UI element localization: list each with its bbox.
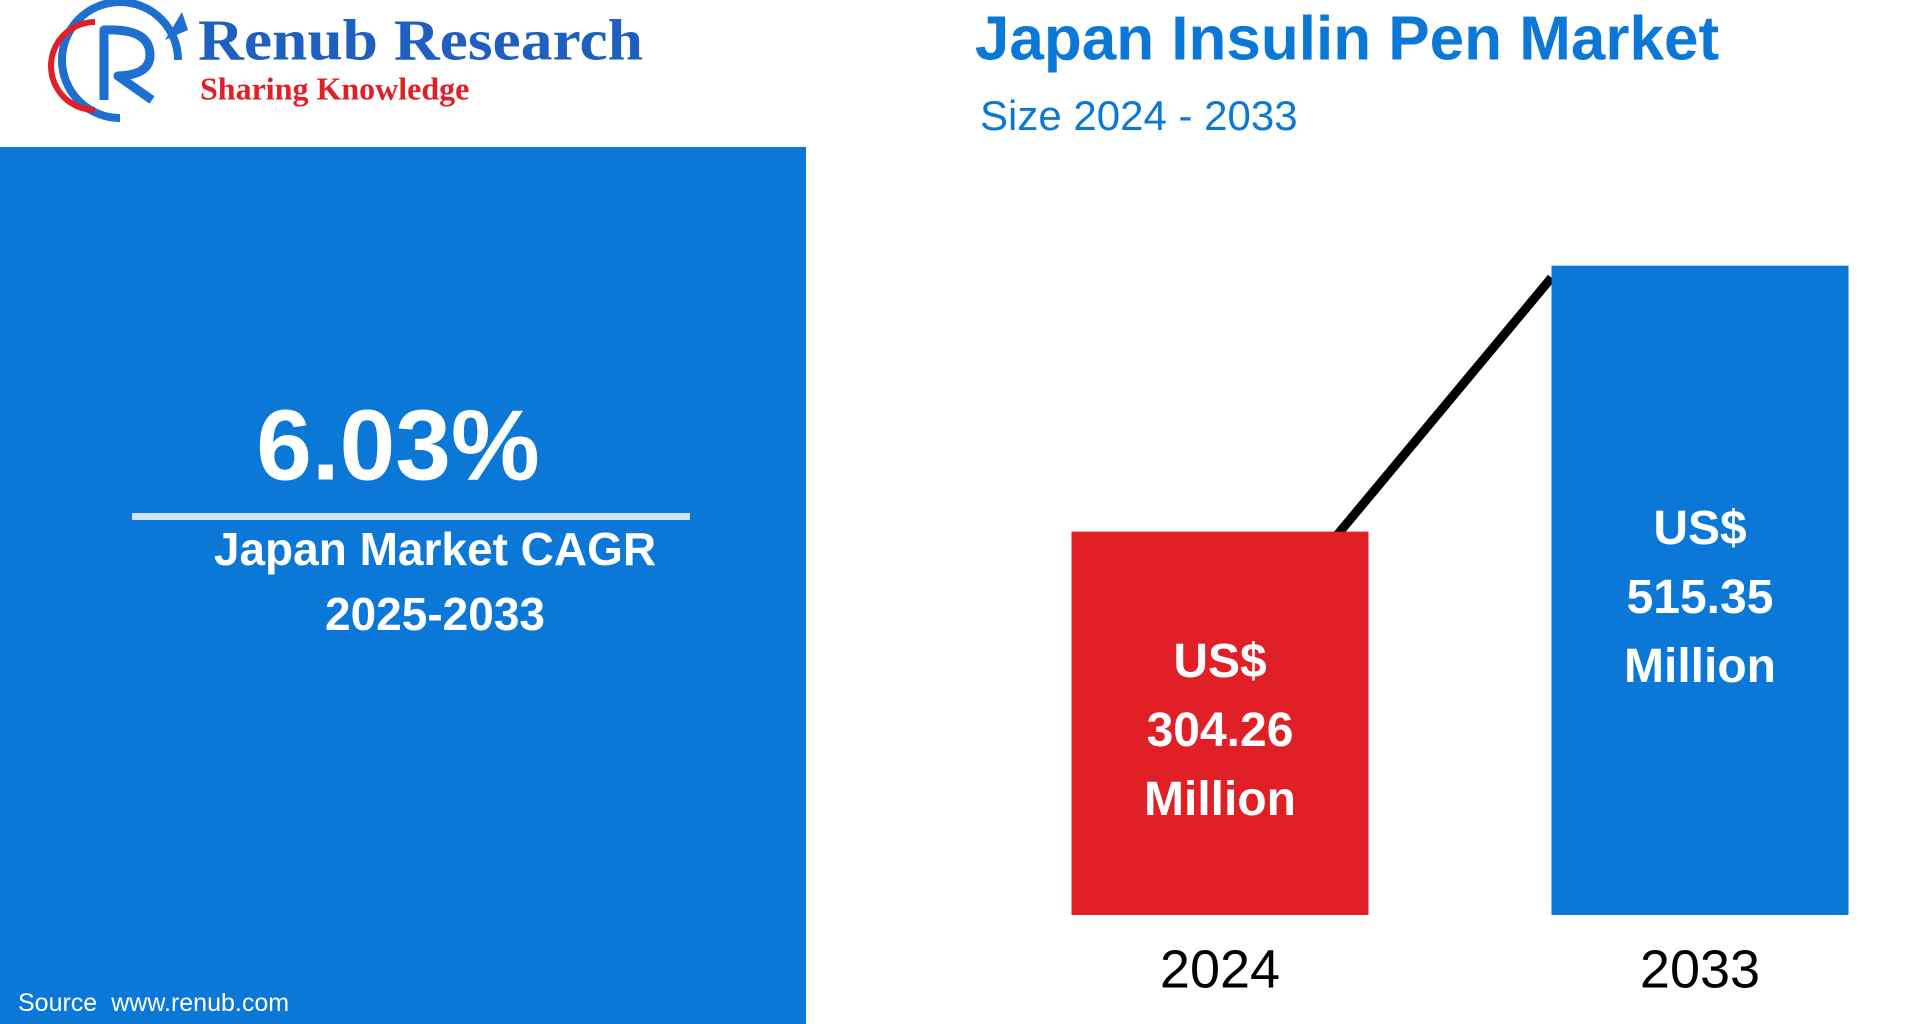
- bar: [1551, 265, 1849, 915]
- source-url: www.renub.com: [110, 989, 289, 1017]
- value-label: 515.35: [1627, 571, 1774, 624]
- source: Source www.renub.com: [18, 989, 289, 1017]
- value-label: 304.26: [1147, 704, 1294, 757]
- value-label: US$: [1173, 635, 1267, 688]
- value-label: Million: [1624, 640, 1776, 693]
- x-tick-label: 2033: [1640, 939, 1760, 999]
- logo-icon: [48, 0, 188, 122]
- x-tick-label: 2024: [1160, 939, 1280, 999]
- cagr-panel: [0, 147, 806, 1024]
- chart-subtitle: Size 2024 - 2033: [980, 92, 1298, 139]
- source-label: Source: [18, 989, 97, 1017]
- logo-tagline: Sharing Knowledge: [200, 70, 469, 106]
- cagr-caption: Japan Market CAGR: [214, 523, 656, 575]
- trend-line: [1331, 274, 1555, 541]
- value-label: US$: [1653, 502, 1747, 555]
- chart: US$ 304.26 Million 2024 US$ 515.35 Million 2033: [1071, 265, 1849, 999]
- divider: [132, 513, 690, 520]
- cagr-period: 2025-2033: [325, 588, 545, 640]
- value-label: Million: [1144, 773, 1296, 826]
- cagr-value: 6.03%: [256, 389, 540, 501]
- logo-name: Renub Research: [198, 7, 643, 72]
- bar: [1071, 531, 1369, 915]
- chart-title: Japan Insulin Pen Market: [975, 4, 1719, 73]
